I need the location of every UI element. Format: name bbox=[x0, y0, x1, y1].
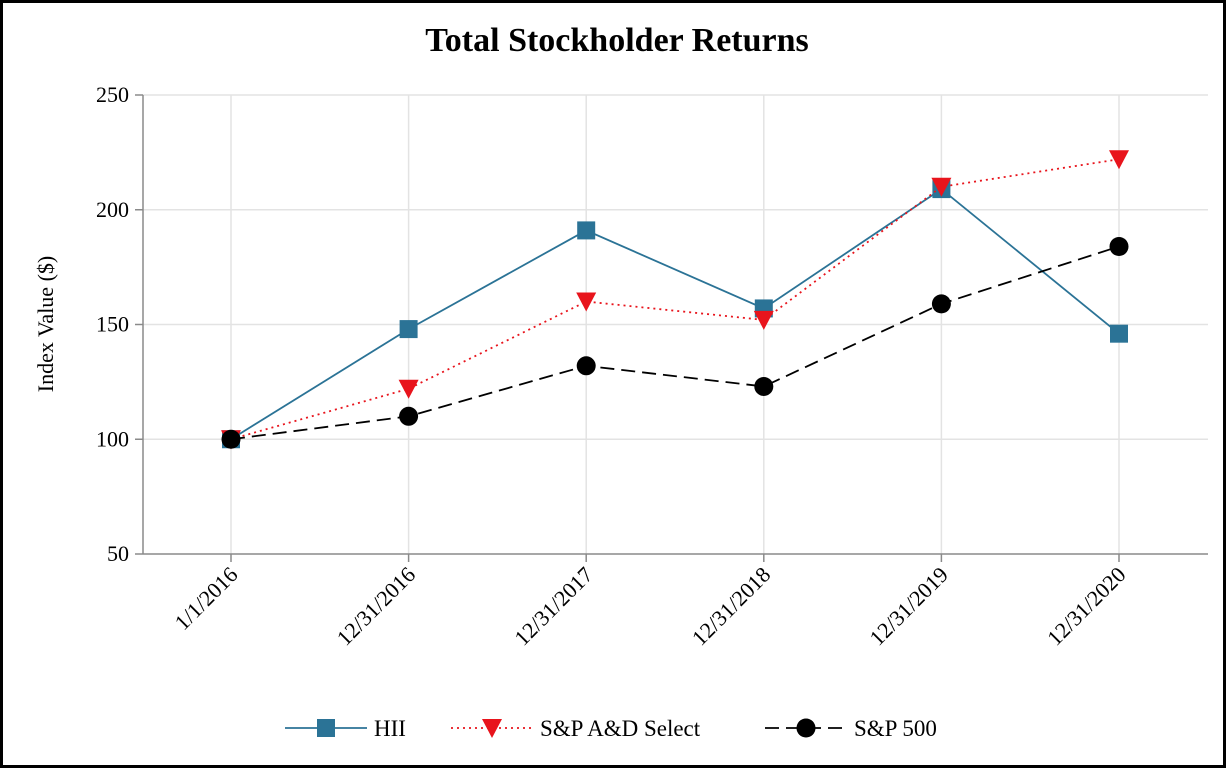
series-hii bbox=[222, 180, 1128, 449]
x-tick-label: 12/31/2018 bbox=[687, 562, 776, 651]
data-point-s-p-500 bbox=[931, 294, 951, 314]
data-point-hii bbox=[1110, 324, 1128, 343]
line-chart: Total Stockholder Returns Index Value ($… bbox=[33, 22, 1208, 741]
data-point-hii bbox=[577, 221, 596, 240]
legend-item-s-p-500: S&P 500 bbox=[765, 716, 937, 741]
axes bbox=[135, 94, 1208, 562]
legend: HII S&P A&D Select S&P 500 bbox=[285, 716, 937, 741]
data-point-s-p-a-d-select bbox=[1109, 150, 1129, 170]
data-point-s-p-500 bbox=[1109, 236, 1129, 256]
legend-label-hii: HII bbox=[374, 716, 406, 741]
legend-item-s-p-a-d-select: S&P A&D Select bbox=[451, 716, 701, 741]
y-tick-label: 150 bbox=[96, 312, 129, 337]
y-axis-label: Index Value ($) bbox=[33, 256, 58, 392]
series-s-p-500 bbox=[221, 236, 1129, 449]
y-tick-label: 100 bbox=[96, 426, 129, 451]
x-tick-labels: 1/1/2016 12/31/2016 12/31/2017 12/31/2018 12… bbox=[170, 562, 1131, 651]
chart-title: Total Stockholder Returns bbox=[425, 22, 809, 59]
y-tick-label: 200 bbox=[96, 197, 129, 222]
x-tick-label: 12/31/2020 bbox=[1042, 562, 1131, 651]
y-tick-label: 250 bbox=[96, 82, 129, 107]
x-tick-label: 1/1/2016 bbox=[170, 562, 243, 635]
data-point-s-p-500 bbox=[754, 376, 774, 396]
series-group bbox=[221, 150, 1129, 450]
legend-marker-s-p-500 bbox=[796, 718, 816, 738]
legend-item-hii: HII bbox=[285, 716, 406, 741]
legend-marker-hii bbox=[317, 719, 335, 737]
x-tick-label: 12/31/2017 bbox=[509, 562, 598, 651]
y-tick-label: 50 bbox=[107, 541, 129, 566]
series-line-hii bbox=[230, 187, 1120, 441]
data-point-s-p-a-d-select bbox=[576, 292, 597, 312]
x-tick-label: 12/31/2019 bbox=[864, 562, 953, 651]
data-point-hii bbox=[399, 320, 418, 339]
legend-marker-s-p-a-d-select bbox=[482, 719, 502, 738]
data-point-s-p-500 bbox=[399, 406, 419, 426]
y-tick-labels: 50 100 150 200 250 bbox=[96, 82, 129, 566]
data-point-s-p-500 bbox=[221, 429, 241, 449]
series-line-s-p-500 bbox=[230, 245, 1120, 441]
legend-label-s-p-a-d-select: S&P A&D Select bbox=[540, 716, 701, 741]
x-tick-label: 12/31/2016 bbox=[332, 562, 421, 651]
data-point-s-p-a-d-select bbox=[753, 310, 774, 330]
data-point-s-p-a-d-select bbox=[931, 177, 952, 197]
series-line-s-p-a-d-select bbox=[230, 158, 1120, 441]
legend-label-s-p-500: S&P 500 bbox=[854, 716, 937, 741]
data-point-s-p-500 bbox=[576, 356, 596, 376]
grid bbox=[143, 94, 1208, 554]
data-point-s-p-a-d-select bbox=[398, 379, 419, 399]
series-s-p-a-d-select bbox=[221, 150, 1129, 450]
